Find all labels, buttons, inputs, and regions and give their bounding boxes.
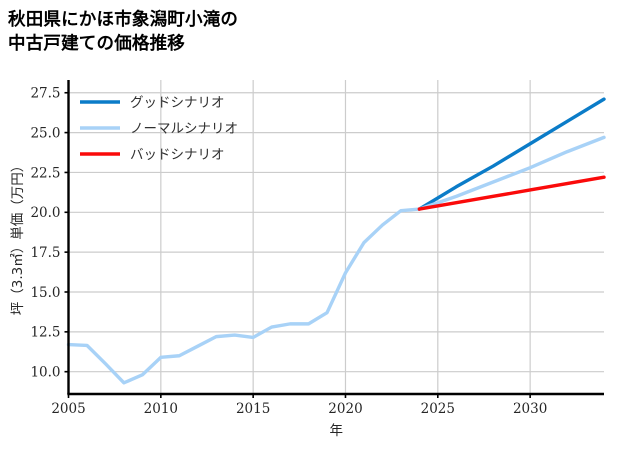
y-tick-label: 20.0 [30,205,60,221]
chart-title: 秋田県にかほ市象潟町小滝の 中古戸建ての価格推移 [8,9,239,54]
y-tick-label: 25.0 [30,125,60,141]
x-tick-label: 2025 [421,401,455,417]
x-tick-label: 2030 [513,401,547,417]
legend-label: バッドシナリオ [130,147,225,163]
axis-titles: 年 坪（3.3㎡）単価（万円） [10,159,343,439]
data-series-layer [66,97,606,385]
x-tick-label: 2010 [144,401,178,417]
y-tick-label: 22.5 [30,165,60,181]
y-tick-label: 17.5 [30,245,60,261]
gridlines [67,80,604,394]
x-tick-label: 2005 [51,401,85,417]
tick-labels: 10.0 12.5 15.0 17.5 20.0 22.5 25.0 27.5 2005 2010… [30,86,547,417]
y-tick-label: 27.5 [30,86,60,102]
series-line [417,175,606,211]
y-axis-title: 坪（3.3㎡）単価（万円） [10,159,26,315]
legend-label: ノーマルシナリオ [130,121,238,137]
axis-lines [64,80,604,398]
x-tick-label: 2015 [236,401,270,417]
y-tick-label: 15.0 [30,285,60,301]
y-tick-label: 12.5 [30,325,60,341]
x-tick-label: 2020 [328,401,362,417]
y-tick-label: 10.0 [30,364,60,380]
series-line [417,97,606,211]
x-axis-title: 年 [330,423,344,439]
legend-label: グッドシナリオ [130,95,225,111]
series-line [66,135,606,385]
